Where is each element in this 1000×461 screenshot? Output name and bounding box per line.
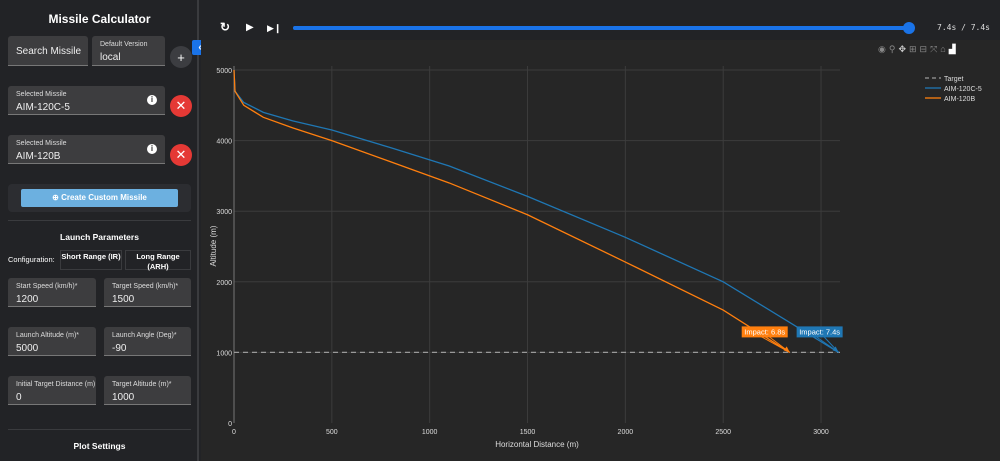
launch-altitude-field[interactable]: Launch Altitude (m)* 5000 [8, 327, 96, 356]
camera-icon[interactable]: ◉ [878, 44, 889, 54]
add-missile-button[interactable]: + [170, 46, 192, 68]
zoom-in-icon[interactable]: ⊞ [909, 44, 920, 54]
configuration-label: Configuration: [8, 255, 55, 264]
timeline-fill [293, 26, 909, 30]
y-axis-title: Altitude (m) [209, 225, 218, 266]
plot-settings-title: Plot Settings [73, 441, 126, 451]
time-readout: 7.4s / 7.4s [937, 23, 990, 32]
x-tick-label: 2000 [618, 429, 634, 436]
impact-annotation: Impact: 6.8s [744, 328, 785, 337]
y-tick-label: 2000 [216, 280, 232, 287]
annotation-arrowhead [832, 346, 839, 353]
y-tick-label: 5000 [216, 68, 232, 75]
target-speed-field[interactable]: Target Speed (km/h)* 1500 [104, 278, 191, 307]
autoscale-icon[interactable]: ⤧ [930, 44, 941, 54]
zoom-out-icon[interactable]: ⊟ [919, 44, 931, 54]
annotation-box [741, 326, 788, 338]
info-icon[interactable]: i [147, 95, 157, 105]
restart-icon[interactable]: ↻ [220, 20, 231, 34]
config-short-range-button[interactable]: Short Range (IR) [60, 250, 122, 270]
target-altitude-field[interactable]: Target Altitude (m)* 1000 [104, 376, 191, 405]
impact-annotation: Impact: 7.4s [799, 328, 840, 337]
create-custom-missile-button[interactable]: ⊕ Create Custom Missile [21, 189, 178, 207]
annotation-box [796, 326, 843, 338]
timeline-handle[interactable] [903, 22, 915, 34]
divider [8, 220, 191, 221]
y-tick-label: 3000 [216, 209, 232, 216]
plotly-logo-icon[interactable]: ▟ [948, 44, 959, 54]
home-icon[interactable]: ⌂ [940, 44, 949, 54]
legend-item: AIM-120B [944, 96, 975, 103]
x-tick-label: 1000 [422, 429, 438, 436]
launch-angle-field[interactable]: Launch Angle (Deg)* -90 [104, 327, 191, 356]
skip-end-icon[interactable]: ▶❙ [267, 23, 282, 33]
remove-missile-button[interactable]: ✕ [170, 144, 192, 166]
config-long-range-button[interactable]: Long Range (ARH) [125, 250, 191, 271]
plus-icon: + [177, 49, 185, 65]
divider [8, 429, 191, 430]
remove-missile-button[interactable]: ✕ [170, 95, 192, 117]
plus-circle-icon: ⊕ [52, 193, 62, 202]
y-tick-label: 0 [228, 421, 232, 428]
x-tick-label: 3000 [813, 429, 829, 436]
series-line-aim-120b [233, 69, 791, 353]
sidebar: Missile Calculator Search Missile Defaul… [0, 0, 199, 461]
legend-item: AIM-120C-5 [944, 86, 982, 93]
series-line-aim-120c-5 [233, 69, 839, 353]
default-version-select[interactable]: Default Version local [92, 36, 165, 66]
x-tick-label: 1500 [520, 429, 536, 436]
x-tick-label: 2500 [715, 429, 731, 436]
info-icon[interactable]: i [147, 144, 157, 154]
zoom-icon[interactable]: ⚲ [888, 44, 899, 54]
selected-missile-field[interactable]: Selected Missile AIM-120C-5 i [8, 86, 165, 115]
close-icon: ✕ [175, 98, 187, 113]
app-title: Missile Calculator [48, 12, 151, 26]
selected-missile-field[interactable]: Selected Missile AIM-120B i [8, 135, 165, 164]
launch-parameters-title: Launch Parameters [60, 232, 139, 242]
pan-icon[interactable]: ✥ [898, 44, 909, 54]
plot-toolbar: ◉⚲✥⊞⊟⤧⌂▟ [878, 44, 959, 55]
y-tick-label: 1000 [216, 350, 232, 357]
legend-item: Target [944, 76, 964, 83]
y-tick-label: 4000 [216, 139, 232, 146]
start-speed-field[interactable]: Start Speed (km/h)* 1200 [8, 278, 96, 307]
annotation-arrowhead [783, 346, 790, 353]
x-tick-label: 0 [232, 429, 236, 436]
x-axis-title: Horizontal Distance (m) [495, 440, 579, 449]
chevron-left-icon: ‹ [198, 42, 202, 53]
timeline-slider[interactable] [293, 22, 915, 34]
search-missile-button[interactable]: Search Missile [8, 36, 88, 66]
initial-target-distance-field[interactable]: Initial Target Distance (m) 0 [8, 376, 96, 405]
play-icon[interactable]: ▶ [246, 22, 254, 33]
custom-missile-panel: ⊕ Create Custom Missile [8, 184, 191, 212]
close-icon: ✕ [175, 147, 187, 162]
x-tick-label: 500 [326, 429, 338, 436]
